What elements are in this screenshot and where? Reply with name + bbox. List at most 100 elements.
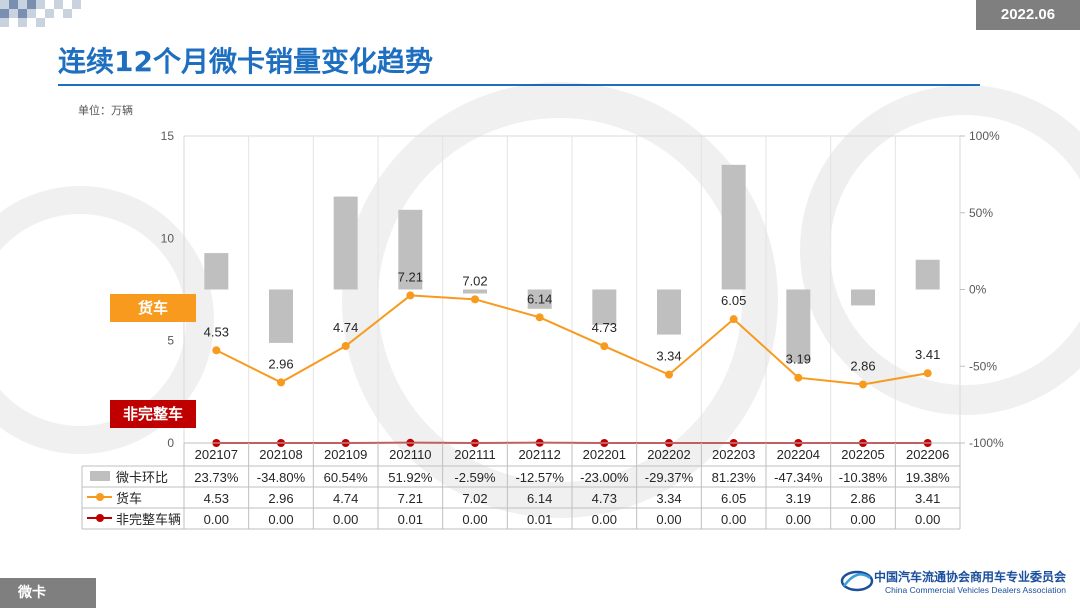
legend-key-marker [96,514,104,522]
truck-point [665,370,673,379]
right-tick-label: -100% [969,436,1004,450]
truck-data-label: 3.41 [915,347,940,362]
bar-mom-202110 [398,209,423,290]
unit-label: 单位：万辆 [78,104,133,117]
table-row-label: 货车 [116,491,142,506]
bar-mom-202109 [333,196,358,290]
right-tick-label: 50% [969,206,993,220]
truck-point [794,373,803,382]
legend-key-bar [90,471,110,481]
table-cell: 60.54% [324,470,369,485]
table-cell: -29.37% [645,470,694,485]
footer-organization: 中国汽车流通协会商用车专业委员会 China Commercial Vehicl… [874,568,1066,595]
table-header-cell: 202201 [583,447,626,462]
truck-point [600,342,609,351]
table-cell: 7.21 [398,491,423,506]
page-title: 连续12个月微卡销量变化趋势 [58,45,433,78]
table-cell: 2.86 [850,491,875,506]
corner-decoration [0,0,81,27]
legend-key-marker [96,493,104,501]
table-cell: -2.59% [454,470,496,485]
table-cell: 4.53 [204,491,229,506]
table-cell: 0.00 [462,512,487,527]
truck-point [212,346,221,355]
bar-mom-202206 [915,259,940,290]
left-tick-label: 10 [161,231,175,245]
bar-mom-202112 [527,289,552,309]
truck-point [277,378,285,387]
date-badge: 2022.06 [976,0,1080,30]
bar-mom-202201 [592,289,617,325]
truck-line [215,294,928,386]
table-cell: -12.57% [515,470,564,485]
table-header-cell: 202204 [777,447,820,462]
table-cell: 0.00 [915,512,940,527]
table-cell: 6.05 [721,491,746,506]
table-header-cell: 202109 [324,447,367,462]
truck-point [729,315,738,324]
truck-point [859,380,867,389]
truck-data-label: 2.86 [850,358,875,373]
truck-data-label: 4.73 [592,320,617,335]
truck-point [341,341,350,350]
table-cell: 0.00 [850,512,875,527]
right-tick-label: -50% [969,359,997,373]
right-tick-label: 100% [969,129,1000,143]
truck-data-label: 7.02 [462,273,487,288]
bar-mom-202202 [657,289,681,335]
right-tick-label: 0% [969,283,987,297]
truck-data-label: 4.74 [333,320,358,335]
table-header-cell: 202203 [712,447,755,462]
table-cell: 81.23% [712,470,757,485]
table-cell: -34.80% [257,470,306,485]
table-cell: 6.14 [527,491,552,506]
left-tick-label: 0 [167,436,174,450]
bar-mom-202107 [204,253,229,290]
title-rule [58,84,980,86]
table-header-cell: 202111 [454,447,495,462]
table-cell: 0.00 [721,512,746,527]
truck-point [471,295,479,304]
table-header-cell: 202108 [259,447,302,462]
table-cell: 23.73% [194,470,239,485]
bar-mom-202111 [463,289,487,294]
table-header-cell: 202205 [841,447,884,462]
non-truck-callout: 非完整车 [110,400,196,428]
table-row-label: 微卡环比 [116,470,168,485]
table-cell: 0.00 [592,512,617,527]
truck-point [923,369,932,378]
table-cell: 4.74 [333,491,358,506]
truck-callout: 货车 [110,294,196,322]
truck-data-label: 7.21 [398,269,423,284]
watermark [0,82,1080,518]
bar-mom-202205 [851,289,875,306]
table-cell: 0.01 [527,512,552,527]
truck-data-label: 6.14 [527,291,552,306]
truck-data-label: 4.53 [204,324,229,339]
table-cell: 19.38% [906,470,951,485]
association-logo-icon [840,570,874,592]
table-cell: 4.73 [592,491,617,506]
table-cell: 3.34 [656,491,681,506]
org-name-en: China Commercial Vehicles Dealers Associ… [885,585,1066,595]
truck-data-label: 2.96 [268,356,293,371]
table-cell: 0.00 [333,512,358,527]
bar-mom-202108 [269,289,293,343]
table-cell: -23.00% [580,470,629,485]
table-cell: 7.02 [462,491,487,506]
table-header-cell: 202202 [647,447,690,462]
org-name-cn: 中国汽车流通协会商用车专业委员会 [873,570,1066,584]
bar-mom-202204 [786,289,811,363]
table-cell: 0.00 [786,512,811,527]
table-cell: 2.96 [268,491,293,506]
table-cell: 0.00 [268,512,293,527]
table-cell: 3.19 [786,491,811,506]
table-header-cell: 202112 [518,447,560,462]
table-cell: 51.92% [388,470,433,485]
bar-mom-202203 [721,164,746,290]
table-cell: 0.00 [656,512,681,527]
truck-point [406,291,415,300]
table-cell: -10.38% [839,470,888,485]
footer-section-tab: 微卡 [0,578,96,608]
